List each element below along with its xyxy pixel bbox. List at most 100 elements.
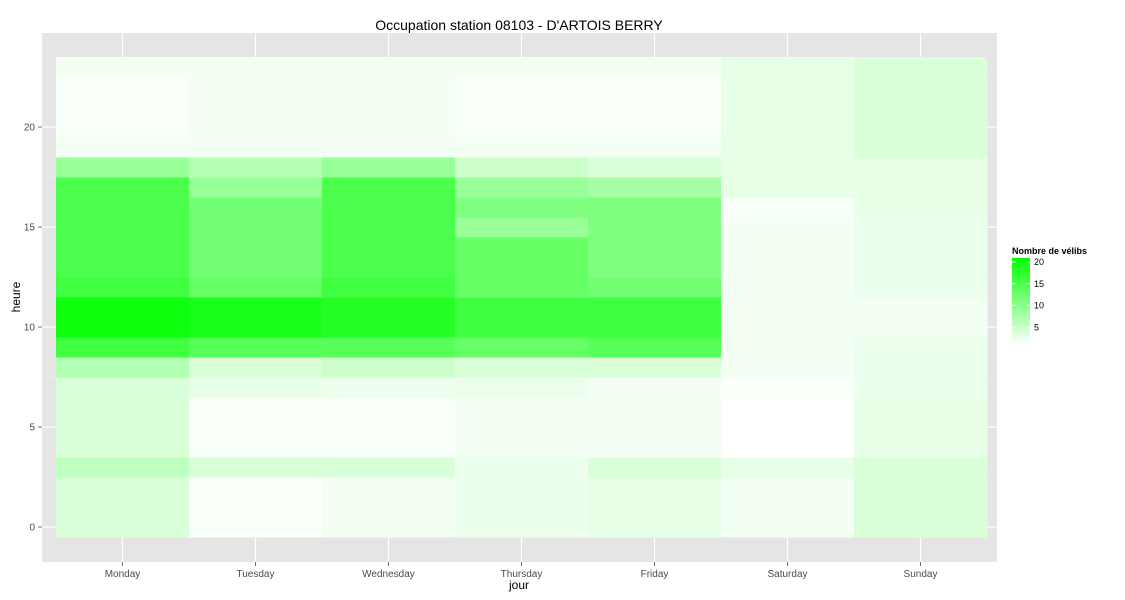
heatmap-cell bbox=[588, 177, 722, 198]
heatmap-cell bbox=[322, 437, 456, 458]
heatmap-cell bbox=[455, 237, 589, 258]
heatmap-cell bbox=[189, 377, 323, 398]
heatmap-cell bbox=[721, 437, 855, 458]
x-tick-label: Sunday bbox=[904, 569, 938, 580]
heatmap-cell bbox=[322, 97, 456, 118]
heatmap-cell bbox=[854, 357, 988, 378]
heatmap-cell bbox=[322, 237, 456, 258]
x-tick-label: Thursday bbox=[501, 569, 543, 580]
heatmap-cell bbox=[322, 497, 456, 518]
heatmap-cell bbox=[721, 517, 855, 538]
heatmap-cell bbox=[854, 517, 988, 538]
heatmap-cell bbox=[854, 217, 988, 238]
heatmap-cell bbox=[854, 277, 988, 298]
heatmap-cell bbox=[455, 277, 589, 298]
heatmap-cell bbox=[322, 397, 456, 418]
heatmap-cell bbox=[588, 377, 722, 398]
heatmap-cell bbox=[455, 437, 589, 458]
heatmap-cell bbox=[721, 157, 855, 178]
heatmap-cell bbox=[588, 457, 722, 478]
heatmap-cell bbox=[189, 497, 323, 518]
heatmap-cell bbox=[56, 237, 190, 258]
chart-title: Occupation station 08103 - D'ARTOIS BERR… bbox=[375, 17, 663, 33]
heatmap-cell bbox=[56, 77, 190, 98]
heatmap-cell bbox=[588, 117, 722, 138]
heatmap-cell bbox=[455, 297, 589, 318]
heatmap-cell bbox=[56, 357, 190, 378]
y-tick-label: 20 bbox=[24, 123, 36, 134]
heatmap-cell bbox=[56, 97, 190, 118]
heatmap-cell bbox=[588, 497, 722, 518]
legend: Nombre de vélibs 5 10 15 20 bbox=[1012, 246, 1087, 345]
heatmap-cell bbox=[322, 317, 456, 338]
heatmap-cell bbox=[56, 497, 190, 518]
heatmap-cell bbox=[588, 137, 722, 158]
heatmap-cell bbox=[588, 317, 722, 338]
heatmap-cell bbox=[56, 57, 190, 78]
heatmap-cell bbox=[189, 477, 323, 498]
heatmap-cell bbox=[56, 137, 190, 158]
heatmap-cell bbox=[588, 417, 722, 438]
heatmap-cell bbox=[322, 157, 456, 178]
heatmap-cell bbox=[322, 457, 456, 478]
heatmap-cell bbox=[455, 177, 589, 198]
heatmap-cell bbox=[189, 77, 323, 98]
x-tick-label: Tuesday bbox=[237, 569, 275, 580]
heatmap-cell bbox=[588, 257, 722, 278]
heatmap-cell bbox=[854, 397, 988, 418]
heatmap-cell bbox=[322, 57, 456, 78]
heatmap-cell bbox=[721, 197, 855, 218]
heatmap-cell bbox=[588, 97, 722, 118]
legend-ticks: 5 10 15 20 bbox=[1012, 257, 1044, 332]
heatmap-cell bbox=[721, 277, 855, 298]
heatmap-cell bbox=[322, 377, 456, 398]
x-tick-label: Friday bbox=[641, 569, 669, 580]
heatmap-cell bbox=[854, 137, 988, 158]
heatmap-cell bbox=[854, 337, 988, 358]
legend-tick-label: 15 bbox=[1034, 279, 1044, 289]
heatmap-cell bbox=[189, 237, 323, 258]
heatmap-cell bbox=[189, 197, 323, 218]
heatmap-cell bbox=[455, 197, 589, 218]
heatmap-cell bbox=[56, 477, 190, 498]
y-tick-label: 15 bbox=[24, 223, 36, 234]
heatmap-cell bbox=[854, 117, 988, 138]
heatmap-cell bbox=[189, 397, 323, 418]
heatmap-cell bbox=[455, 357, 589, 378]
legend-tick-label: 20 bbox=[1034, 257, 1044, 267]
heatmap-cell bbox=[455, 157, 589, 178]
heatmap-cell bbox=[322, 77, 456, 98]
y-axis-ticks: 0 5 10 15 20 bbox=[24, 123, 42, 534]
heatmap-cell bbox=[189, 177, 323, 198]
heatmap-cell bbox=[455, 477, 589, 498]
heatmap-cell bbox=[588, 57, 722, 78]
heatmap-cell bbox=[588, 517, 722, 538]
heatmap-cell bbox=[322, 297, 456, 318]
heatmap-cell bbox=[322, 277, 456, 298]
heatmap-cell bbox=[56, 337, 190, 358]
legend-tick-label: 10 bbox=[1034, 301, 1044, 311]
heatmap-cell bbox=[588, 337, 722, 358]
heatmap-cell bbox=[189, 217, 323, 238]
heatmap-cell bbox=[189, 337, 323, 358]
heatmap-cell bbox=[854, 237, 988, 258]
heatmap-cell bbox=[854, 297, 988, 318]
heatmap-cell bbox=[721, 497, 855, 518]
heatmap-cell bbox=[588, 157, 722, 178]
heatmap-cell bbox=[189, 277, 323, 298]
heatmap-cell bbox=[455, 77, 589, 98]
heatmap-cell bbox=[588, 477, 722, 498]
heatmap-cell bbox=[588, 237, 722, 258]
heatmap-cell bbox=[455, 417, 589, 438]
heatmap-cell bbox=[721, 337, 855, 358]
heatmap-cell bbox=[588, 217, 722, 238]
heatmap-cell bbox=[189, 157, 323, 178]
heatmap-cells bbox=[56, 57, 988, 538]
heatmap-cell bbox=[56, 157, 190, 178]
y-tick-label: 10 bbox=[24, 323, 36, 334]
heatmap-cell bbox=[322, 257, 456, 278]
heatmap-cell bbox=[455, 397, 589, 418]
heatmap-cell bbox=[588, 357, 722, 378]
heatmap-cell bbox=[854, 437, 988, 458]
heatmap-cell bbox=[189, 417, 323, 438]
